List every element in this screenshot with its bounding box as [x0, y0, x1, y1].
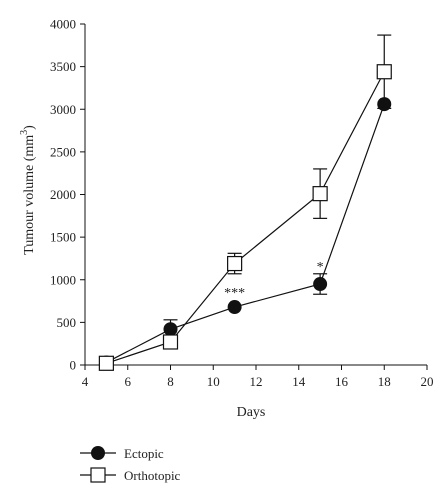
data-point: [163, 322, 178, 337]
x-tick-label: 8: [167, 374, 174, 389]
x-tick-label: 16: [335, 374, 349, 389]
y-tick-label: 0: [70, 358, 77, 373]
x-tick-label: 14: [292, 374, 306, 389]
x-tick-label: 12: [250, 374, 263, 389]
series-layer: [98, 34, 392, 371]
data-point: [227, 300, 242, 315]
x-tick-label: 20: [421, 374, 434, 389]
y-axis-label-sup: 3: [19, 130, 30, 135]
data-point: [312, 186, 328, 202]
series-ectopic: [99, 97, 392, 370]
series-line: [106, 103, 385, 363]
x-tick-label: 18: [378, 374, 391, 389]
axes: [84, 24, 427, 366]
legend-label-orthotopic: Orthotopic: [124, 468, 181, 483]
series-orthotopic: [98, 34, 392, 371]
y-tick-label: 4000: [50, 17, 76, 32]
y-axis-label: Tumour volume (mm3): [19, 125, 37, 255]
x-tick-label: 10: [207, 374, 220, 389]
y-tick-label: 3000: [50, 102, 76, 117]
data-point: [376, 64, 392, 80]
annotation-layer: ****: [224, 260, 324, 301]
x-tick-label: 6: [125, 374, 132, 389]
data-point: [162, 334, 179, 350]
data-point: [98, 355, 114, 371]
legend-label-ectopic: Ectopic: [124, 446, 164, 461]
y-tick-label: 2500: [50, 144, 76, 159]
y-tick-label: 2000: [50, 187, 76, 202]
legend: Ectopic Orthotopic: [80, 446, 181, 483]
legend-item-orthotopic: Orthotopic: [80, 467, 181, 483]
series-line: [106, 71, 385, 364]
y-axis-label-main: Tumour volume (mm: [22, 135, 37, 255]
data-point: [313, 277, 328, 292]
y-tick-label: 3500: [50, 59, 76, 74]
y-tick-label: 500: [57, 315, 77, 330]
y-tick-label: 1000: [50, 272, 76, 287]
significance-marker: ***: [224, 286, 245, 301]
y-tick-label: 1500: [50, 230, 76, 245]
ticks: 4 6 8 10 12 14 16 18 20 0 500 1000 1500 2000 2500 3000 3…: [50, 17, 434, 390]
data-point: [227, 255, 243, 272]
legend-item-ectopic: Ectopic: [80, 446, 164, 461]
significance-marker: *: [317, 260, 324, 275]
x-tick-label: 4: [82, 374, 89, 389]
x-axis-label: Days: [237, 405, 266, 420]
y-axis-label-close: ): [22, 125, 37, 130]
